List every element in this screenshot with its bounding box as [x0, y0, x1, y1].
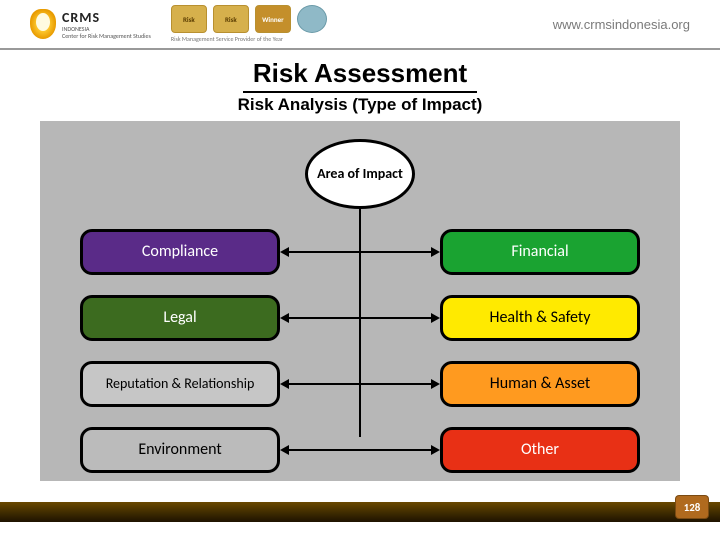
impact-box-human-asset: Human & Asset	[440, 361, 640, 407]
connector-line	[289, 251, 360, 253]
header-badge	[297, 5, 327, 33]
stem-line	[359, 207, 361, 437]
flame-icon	[30, 9, 56, 39]
page-number-badge: 128	[676, 496, 708, 518]
header-left: CRMS INDONESIA Center for Risk Managemen…	[30, 5, 327, 43]
arrowhead-icon	[431, 379, 440, 389]
connector-line	[360, 449, 431, 451]
impact-box-compliance: Compliance	[80, 229, 280, 275]
page-title: Risk Assessment	[243, 58, 477, 93]
impact-box-financial: Financial	[440, 229, 640, 275]
footer-bar	[0, 502, 720, 522]
connector-line	[360, 383, 431, 385]
arrowhead-icon	[431, 445, 440, 455]
connector-line	[360, 251, 431, 253]
header-badge: Risk	[171, 5, 207, 33]
brand-text: CRMS	[62, 9, 151, 26]
impact-box-reputation-relationship: Reputation & Relationship	[80, 361, 280, 407]
impact-box-environment: Environment	[80, 427, 280, 473]
connector-line	[289, 317, 360, 319]
arrowhead-icon	[431, 313, 440, 323]
header-badge: Winner	[255, 5, 291, 33]
arrowhead-icon	[431, 247, 440, 257]
site-url: www.crmsindonesia.org	[553, 17, 690, 32]
center-label: Area of Impact	[317, 166, 403, 183]
arrowhead-icon	[280, 445, 289, 455]
header-badge: Risk	[213, 5, 249, 33]
center-node: Area of Impact	[305, 139, 415, 209]
title-block: Risk Assessment Risk Analysis (Type of I…	[0, 58, 720, 115]
crms-logo: CRMS INDONESIA Center for Risk Managemen…	[30, 9, 151, 39]
impact-box-other: Other	[440, 427, 640, 473]
impact-box-legal: Legal	[80, 295, 280, 341]
connector-line	[289, 383, 360, 385]
diagram-canvas: Area of Impact Compliance Legal Reputation…	[40, 121, 680, 481]
brand-sub2: Center for Risk Management Studies	[62, 33, 151, 40]
arrowhead-icon	[280, 379, 289, 389]
impact-box-health-safety: Health & Safety	[440, 295, 640, 341]
arrowhead-icon	[280, 247, 289, 257]
connector-line	[360, 317, 431, 319]
arrowhead-icon	[280, 313, 289, 323]
header-badges: RiskRiskWinner Risk Management Service P…	[171, 5, 327, 43]
badges-sub: Risk Management Service Provider of the …	[171, 35, 327, 43]
page-subtitle: Risk Analysis (Type of Impact)	[0, 95, 720, 115]
header: CRMS INDONESIA Center for Risk Managemen…	[0, 0, 720, 50]
connector-line	[289, 449, 360, 451]
